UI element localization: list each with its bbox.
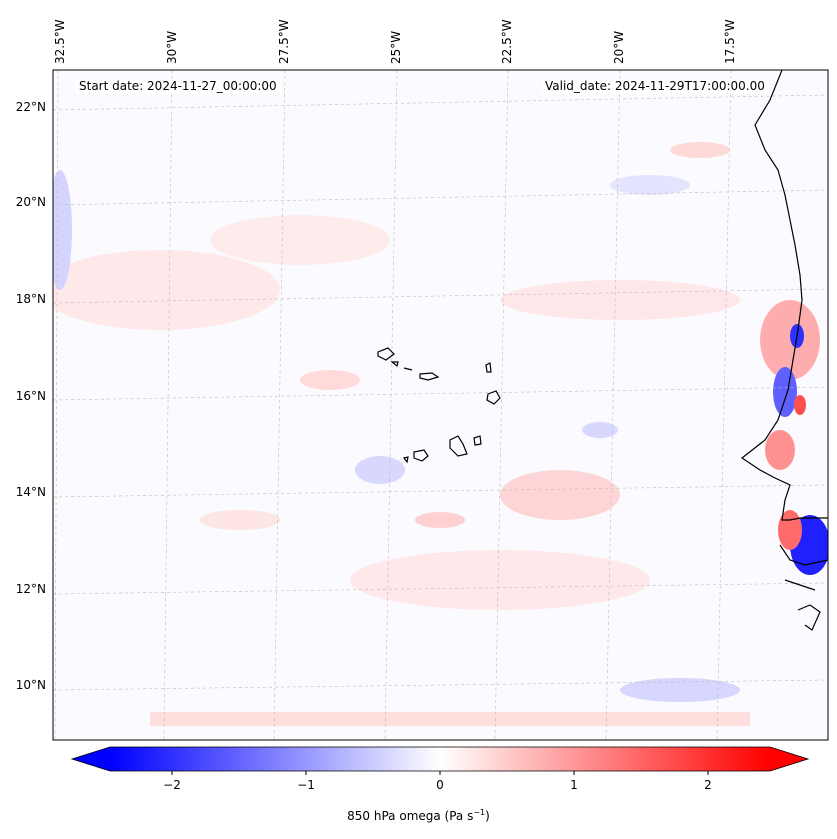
colorbar (110, 747, 770, 771)
lat-label: 22°N (15, 100, 46, 114)
lat-label: 14°N (15, 485, 46, 499)
lat-label: 16°N (15, 389, 46, 403)
lon-label: 32.5°W (53, 19, 67, 64)
lon-label: 20°W (612, 30, 626, 64)
omega-field (53, 142, 828, 726)
lon-label: 30°W (165, 30, 179, 64)
lat-label: 10°N (15, 678, 46, 692)
colorbar-label-sup: −1 (473, 808, 486, 817)
colorbar-tick-label: −1 (297, 778, 315, 792)
map-panel (53, 70, 828, 740)
cape-verde-islands (377, 347, 501, 464)
colorbar-label: 850 hPa omega (Pa s−1) (0, 808, 837, 823)
lon-label: 25°W (389, 30, 403, 64)
colorbar-ticks (171, 771, 709, 775)
valid-date-label: Valid_date: 2024-11-29T17:00:00.00 (541, 79, 769, 94)
colorbar-extend-low (72, 747, 110, 771)
lon-label: 22.5°W (500, 19, 514, 64)
map-frame (52, 69, 829, 741)
lat-label: 20°N (15, 195, 46, 209)
colorbar-tick-label: 0 (436, 778, 444, 792)
colorbar-tick-label: 2 (704, 778, 712, 792)
lon-label: 17.5°W (723, 19, 737, 64)
colorbar-tick-label: −2 (163, 778, 181, 792)
lat-label: 18°N (15, 292, 46, 306)
lon-label: 27.5°W (277, 19, 291, 64)
colorbar-extend-high (770, 747, 808, 771)
colorbar-tick-label: 1 (570, 778, 578, 792)
coastline (740, 70, 828, 631)
colorbar-label-main: 850 hPa omega (Pa s (347, 809, 474, 823)
lat-label: 12°N (15, 582, 46, 596)
start-date-label: Start date: 2024-11-27_00:00:00 (75, 79, 281, 94)
colorbar-label-end: ) (485, 809, 490, 823)
graticule (53, 70, 828, 740)
